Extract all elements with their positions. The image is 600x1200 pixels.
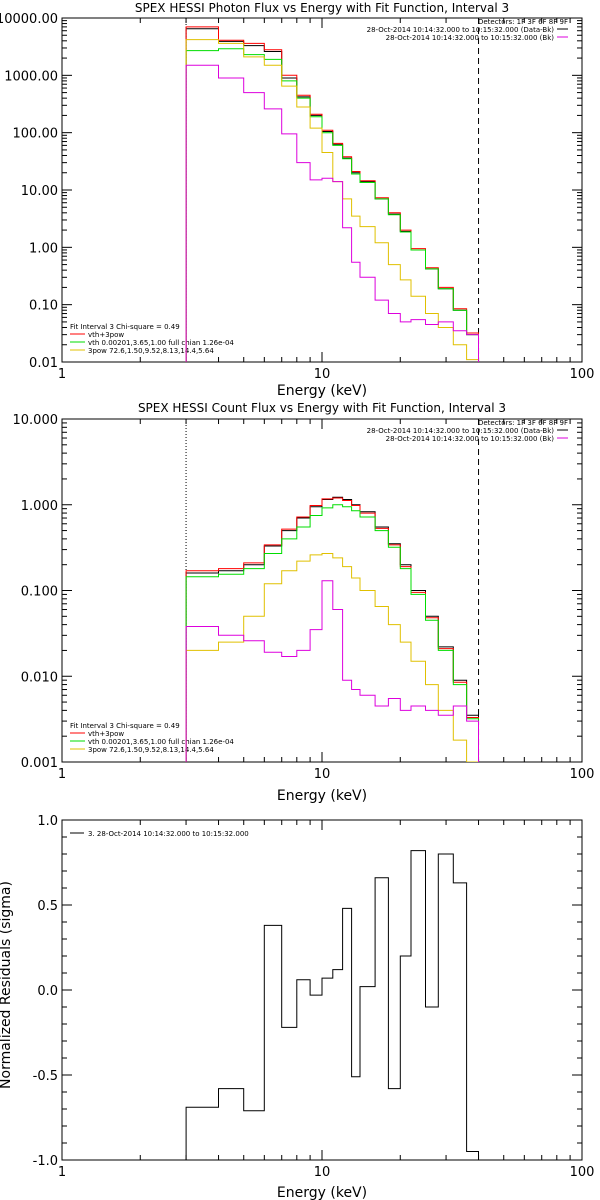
photon-flux-legend-top: Detectors: 1F 3F 6F 8F 9F 28-Oct-2014 10… <box>367 18 568 42</box>
photon-xtick-label: 1 <box>58 367 66 382</box>
photon-series-4 <box>185 64 479 362</box>
count-ytick-label: 10.000 <box>13 413 59 428</box>
count-legend-data-bk: 28-Oct-2014 10:14:32.000 to 10:15:32.000… <box>367 427 555 435</box>
photon-legend-detectors: Detectors: 1F 3F 6F 8F 9F <box>478 18 568 26</box>
photon-ytick-label: 100.00 <box>13 127 59 142</box>
count-flux-panel: SPEX HESSI Count Flux vs Energy with Fit… <box>13 401 595 804</box>
photon-xtick-label: 100 <box>570 367 595 382</box>
photon-flux-panel: SPEX HESSI Photon Flux vs Energy with Fi… <box>0 1 594 399</box>
residual-xtick-label: 100 <box>570 1165 595 1180</box>
residuals-legend: 3. 28-Oct-2014 10:14:32.000 to 10:15:32.… <box>88 830 249 838</box>
photon-series-3 <box>185 39 479 362</box>
residuals-ylabel: Normalized Residuals (sigma) <box>0 881 14 1089</box>
count-series-0 <box>185 496 479 762</box>
count-series-4 <box>185 580 479 762</box>
count-series-1 <box>185 497 479 762</box>
count-series-3 <box>185 553 479 762</box>
count-xtick-label: 1 <box>58 767 66 782</box>
count-legend-3pow: 3pow 72.6,1.50,9.52,8.13,14.4,5.64 <box>88 746 214 754</box>
count-series-group <box>185 496 479 762</box>
photon-legend-bk: 28-Oct-2014 10:14:32.000 to 10:15:32.000… <box>386 34 555 42</box>
photon-legend-total: vth+3pow <box>88 331 124 339</box>
photon-series-group <box>185 26 479 362</box>
count-series-2 <box>185 504 479 762</box>
residual-ytick-label: 1.0 <box>37 814 58 829</box>
photon-flux-xlabel: Energy (keV) <box>277 383 367 399</box>
photon-ytick-label: 0.10 <box>29 299 58 314</box>
count-legend-bk: 28-Oct-2014 10:14:32.000 to 10:15:32.000… <box>386 435 555 443</box>
count-flux-xlabel: Energy (keV) <box>277 788 367 804</box>
residual-ytick-label: 0.0 <box>37 984 58 999</box>
photon-series-0 <box>185 28 479 362</box>
photon-flux-title: SPEX HESSI Photon Flux vs Energy with Fi… <box>135 1 509 15</box>
photon-ytick-label: 10.00 <box>21 184 58 199</box>
photon-ytick-label: 10000.00 <box>0 12 58 27</box>
photon-legend-3pow: 3pow 72.6,1.50,9.52,8.13,14.4,5.64 <box>88 347 214 355</box>
count-ytick-label: 0.001 <box>21 756 58 771</box>
residual-series-group <box>185 850 479 1160</box>
photon-ytick-label: 0.01 <box>29 356 58 371</box>
residual-ytick-label: -0.5 <box>33 1069 58 1084</box>
residuals-panel: Energy (keV) Normalized Residuals (sigma… <box>0 814 594 1200</box>
residual-xtick-label: 1 <box>58 1165 66 1180</box>
residual-xtick-label: 10 <box>314 1165 331 1180</box>
count-legend-vth: vth 0.00201,3.65,1.00 full chian 1.26e-0… <box>88 738 234 746</box>
count-legend-total: vth+3pow <box>88 730 124 738</box>
count-legend-fit-interval: Fit Interval 3 Chi-square = 0.49 <box>70 722 180 730</box>
photon-ytick-label: 1.00 <box>29 241 58 256</box>
photon-legend-fit-interval: Fit Interval 3 Chi-square = 0.49 <box>70 323 180 331</box>
photon-ytick-label: 1000.00 <box>4 69 58 84</box>
photon-series-2 <box>185 48 479 362</box>
photon-legend-data-bk: 28-Oct-2014 10:14:32.000 to 10:15:32.000… <box>367 26 555 34</box>
count-ytick-label: 0.100 <box>21 585 58 600</box>
residual-ytick-label: 0.5 <box>37 899 58 914</box>
residual-ytick-label: -1.0 <box>33 1154 58 1169</box>
photon-plot-frame <box>61 17 583 363</box>
count-ytick-label: 0.010 <box>21 670 58 685</box>
photon-legend-vth: vth 0.00201,3.65,1.00 full chian 1.26e-0… <box>88 339 234 347</box>
count-ytick-label: 1.000 <box>21 499 58 514</box>
count-flux-legend-top: Detectors: 1F 3F 6F 8F 9F 28-Oct-2014 10… <box>367 419 568 443</box>
count-flux-legend-bottom: Fit Interval 3 Chi-square = 0.49 vth+3po… <box>70 722 234 754</box>
residual-series-0 <box>185 850 479 1160</box>
photon-xtick-label: 10 <box>314 367 331 382</box>
photon-series-1 <box>185 26 479 362</box>
count-xtick-label: 10 <box>314 767 331 782</box>
count-legend-detectors: Detectors: 1F 3F 6F 8F 9F <box>478 419 568 427</box>
photon-flux-legend-bottom: Fit Interval 3 Chi-square = 0.49 vth+3po… <box>70 323 234 355</box>
count-flux-title: SPEX HESSI Count Flux vs Energy with Fit… <box>138 401 506 415</box>
count-xtick-label: 100 <box>570 767 595 782</box>
residuals-xlabel: Energy (keV) <box>277 1185 367 1200</box>
